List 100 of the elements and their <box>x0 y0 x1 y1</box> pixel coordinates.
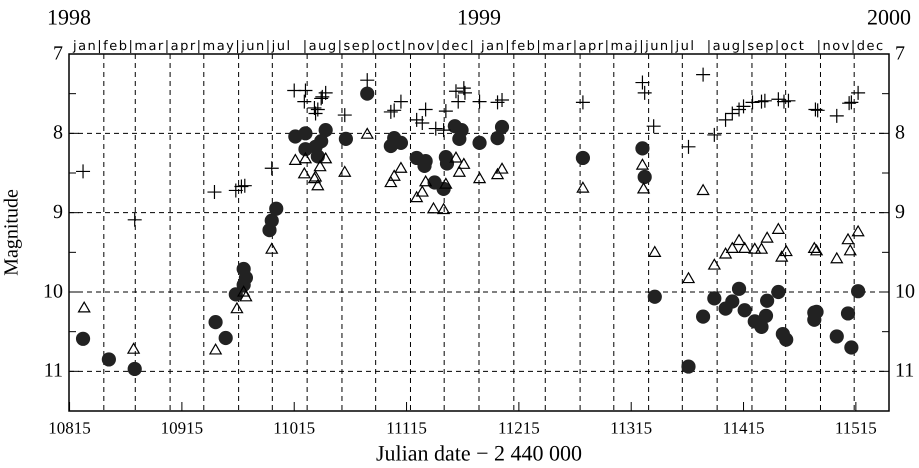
point <box>234 178 250 194</box>
point <box>724 106 740 122</box>
y2-tick-label: 9 <box>895 200 905 223</box>
point <box>760 232 774 243</box>
point <box>383 104 398 120</box>
point <box>314 160 326 172</box>
point <box>637 85 652 100</box>
point <box>427 202 440 214</box>
point <box>436 122 452 138</box>
point <box>308 106 324 122</box>
point <box>419 175 432 186</box>
point <box>829 108 844 124</box>
point <box>416 186 429 197</box>
x-tick-label: 11315 <box>610 418 652 438</box>
point <box>361 128 374 139</box>
point <box>266 242 278 254</box>
y-tick-label: 10 <box>43 280 63 302</box>
point <box>696 184 710 196</box>
point <box>448 84 464 99</box>
point <box>575 94 591 110</box>
x-tick-label: 10915 <box>160 418 204 438</box>
point <box>780 93 796 108</box>
point <box>453 166 466 177</box>
point <box>744 94 760 110</box>
point <box>418 102 434 118</box>
point <box>388 170 400 181</box>
x-axis-title: Julian date − 2 440 000 <box>376 440 582 466</box>
x2-tick-label: 1998 <box>47 4 91 30</box>
y2-tick-label: 10 <box>895 280 915 302</box>
point <box>450 152 462 163</box>
point <box>386 102 402 118</box>
point <box>494 92 510 108</box>
point <box>228 182 244 198</box>
y-tick-label: 9 <box>53 200 63 223</box>
point <box>440 178 452 189</box>
point <box>755 242 768 254</box>
x2-tick-label: 2000 <box>867 4 911 30</box>
point <box>732 234 746 246</box>
y-axis-title: Magnitude <box>0 189 22 276</box>
point <box>298 167 311 178</box>
x-tick-label: 10815 <box>48 418 91 438</box>
point <box>127 212 142 228</box>
point <box>776 94 792 110</box>
x-tick-label: 11015 <box>273 418 316 438</box>
y-tick-label: 11 <box>44 360 63 382</box>
point <box>457 85 473 100</box>
point <box>240 290 252 302</box>
point <box>394 162 408 173</box>
point <box>748 242 761 254</box>
point <box>337 107 352 123</box>
point <box>775 250 788 262</box>
point <box>438 104 454 119</box>
point <box>410 191 423 202</box>
point <box>393 94 409 110</box>
point <box>634 74 650 90</box>
point <box>78 302 90 313</box>
point <box>458 158 470 169</box>
y-tick-label: 8 <box>53 122 63 144</box>
point <box>237 286 250 297</box>
x2-tick-label: 1999 <box>457 4 501 30</box>
y2-tick-label: 8 <box>895 122 905 144</box>
point <box>852 225 864 236</box>
point <box>708 258 721 270</box>
point <box>414 115 430 131</box>
point <box>209 344 222 355</box>
point <box>706 127 722 143</box>
point <box>726 242 739 254</box>
point <box>682 272 695 284</box>
point <box>772 223 785 234</box>
point <box>310 102 326 118</box>
point <box>127 342 140 354</box>
point <box>636 158 649 170</box>
point <box>384 176 398 188</box>
point <box>648 246 662 257</box>
point <box>237 178 252 194</box>
point <box>312 179 324 190</box>
point <box>319 152 332 164</box>
point <box>428 120 444 136</box>
point <box>206 184 222 200</box>
point <box>850 85 866 100</box>
y2-tick-label: 7 <box>895 42 905 64</box>
point <box>830 252 843 264</box>
point <box>718 112 734 128</box>
point <box>576 182 590 193</box>
x-tick-label: 11215 <box>498 418 540 438</box>
point <box>299 152 312 164</box>
point <box>456 80 472 96</box>
point <box>731 102 747 118</box>
x-tick-label: 11115 <box>386 418 427 438</box>
x-tick-label: 11515 <box>834 418 877 438</box>
point <box>770 92 786 107</box>
point <box>844 244 856 256</box>
point <box>289 154 302 165</box>
y-tick-label: 7 <box>53 42 63 64</box>
point <box>409 112 424 128</box>
text: jan|feb|mar|apr|may|jun|jul |aug|sep|oct|nov|dec| jan|feb|mar|apr|maj|jun|jul |aug|sep|oct |nov|dec <box>72 39 885 54</box>
point <box>719 248 732 259</box>
point <box>318 85 334 100</box>
point <box>338 166 351 177</box>
point <box>360 72 375 88</box>
